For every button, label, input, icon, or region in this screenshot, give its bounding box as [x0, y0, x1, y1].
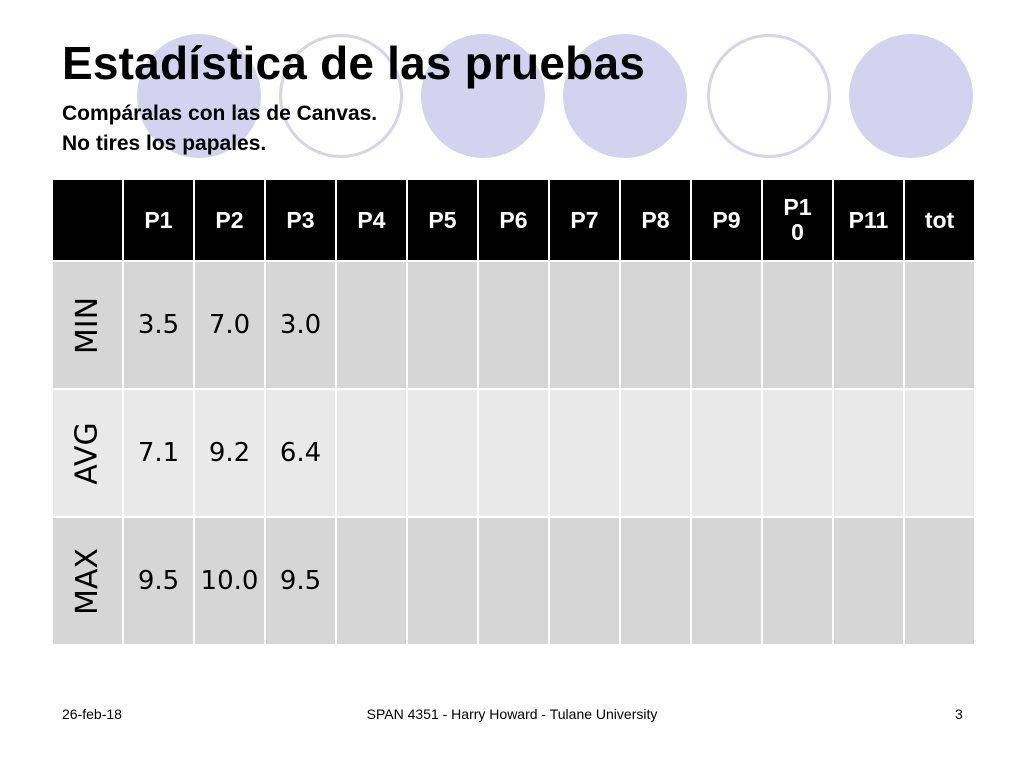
table-cell: 3.0 [264, 260, 337, 390]
header-cell: P4 [335, 178, 408, 262]
table-cell [903, 260, 976, 390]
table-cell: 6.4 [264, 388, 337, 518]
header-cell: P9 [690, 178, 763, 262]
row-label-cell: MAX [51, 516, 124, 646]
footer-page-number: 3 [955, 706, 963, 722]
slide-title: Estadística de las pruebas [62, 37, 646, 89]
table-cell: 9.2 [193, 388, 266, 518]
decorative-circle [563, 34, 687, 158]
header-cell-label: P10 [783, 194, 812, 245]
table-cell [903, 516, 976, 646]
header-cell: P1 [122, 178, 195, 262]
slide-subtitle-line: Compáralas con las de Canvas. [62, 102, 378, 125]
table-cell [832, 260, 905, 390]
table-cell: 7.1 [122, 388, 195, 518]
decorative-circle [707, 34, 831, 158]
decorative-circle [421, 34, 545, 158]
table-header-row: P1 P2 P3 P4 P5 P6 P7 P8 P9 P10 P11 tot [51, 178, 976, 262]
table-cell [761, 260, 834, 390]
table-cell: 3.5 [122, 260, 195, 390]
table-cell: 7.0 [193, 260, 266, 390]
row-label: AVG [70, 421, 105, 485]
header-cell: P5 [406, 178, 479, 262]
decorative-circle [137, 34, 261, 158]
header-cell: P10 [761, 178, 834, 262]
table-row: AVG 7.1 9.2 6.4 [51, 388, 976, 518]
table-cell [477, 516, 550, 646]
table-cell [548, 260, 621, 390]
table-cell: 10.0 [193, 516, 266, 646]
table-cell [477, 388, 550, 518]
header-cell: P7 [548, 178, 621, 262]
header-cell: P11 [832, 178, 905, 262]
table-cell [619, 260, 692, 390]
row-label: MIN [70, 296, 105, 354]
table-cell [690, 388, 763, 518]
header-cell: tot [903, 178, 976, 262]
table-cell [903, 388, 976, 518]
header-cell-corner [51, 178, 124, 262]
table-cell [619, 388, 692, 518]
table-row: MIN 3.5 7.0 3.0 [51, 260, 976, 390]
row-label: MAX [70, 547, 105, 615]
table-cell [832, 388, 905, 518]
footer-course: SPAN 4351 - Harry Howard - Tulane Univer… [366, 706, 658, 722]
table-cell: 9.5 [122, 516, 195, 646]
table-cell [335, 388, 408, 518]
table-cell [619, 516, 692, 646]
slide-subtitle-line: No tires los papales. [62, 132, 267, 155]
table-cell [761, 516, 834, 646]
table-cell [690, 260, 763, 390]
header-cell: P6 [477, 178, 550, 262]
table-cell [548, 516, 621, 646]
table-cell: 9.5 [264, 516, 337, 646]
footer-date: 26-feb-18 [62, 706, 122, 722]
stats-table: P1 P2 P3 P4 P5 P6 P7 P8 P9 P10 P11 tot M… [51, 178, 976, 646]
header-cell: P2 [193, 178, 266, 262]
decorative-circle [279, 34, 403, 158]
table-cell [406, 388, 479, 518]
header-cell: P3 [264, 178, 337, 262]
table-cell [548, 388, 621, 518]
table-cell [406, 516, 479, 646]
table-cell [690, 516, 763, 646]
row-label-cell: AVG [51, 388, 124, 518]
table-cell [761, 388, 834, 518]
table-cell [832, 516, 905, 646]
table-cell [335, 516, 408, 646]
table-cell [477, 260, 550, 390]
row-label-cell: MIN [51, 260, 124, 390]
table-row: MAX 9.5 10.0 9.5 [51, 516, 976, 646]
table-cell [335, 260, 408, 390]
decorative-circle [849, 34, 973, 158]
header-cell: P8 [619, 178, 692, 262]
table-cell [406, 260, 479, 390]
